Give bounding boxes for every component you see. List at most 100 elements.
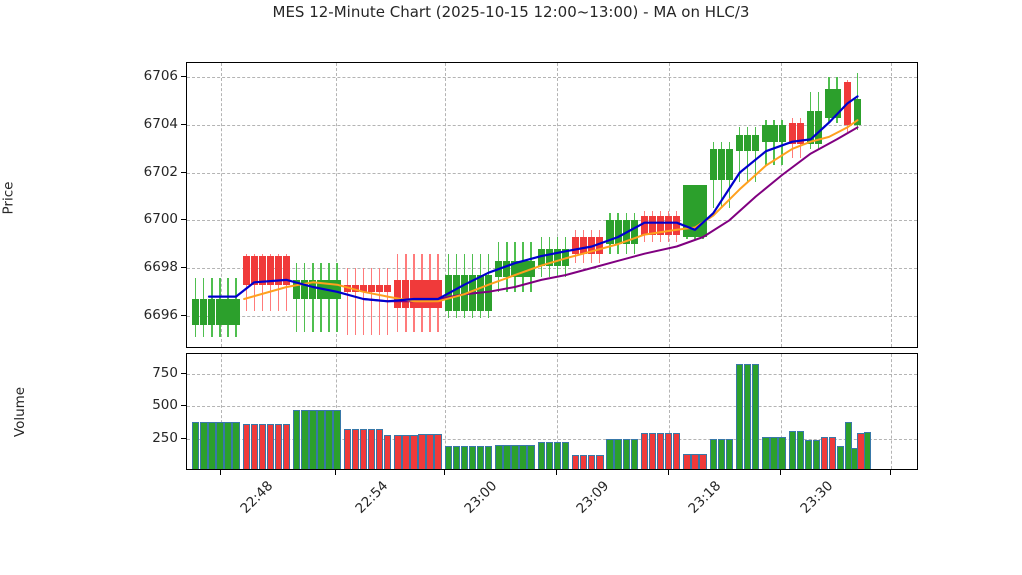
volume-bar-up	[606, 438, 614, 469]
volume-bar-up	[561, 441, 570, 469]
candlestick-bearish	[640, 63, 649, 347]
volume-bar-up	[476, 445, 485, 469]
volume-bar-down	[359, 428, 368, 469]
candle-body	[282, 256, 291, 285]
candle-body	[853, 98, 862, 125]
candle-body	[833, 89, 841, 118]
volume-bar-down	[375, 428, 384, 469]
candle-body	[503, 260, 511, 278]
price-gridline	[187, 220, 917, 222]
candlestick-bullish	[519, 63, 527, 347]
candlestick-bullish	[736, 63, 744, 347]
candlestick-bullish	[553, 63, 561, 347]
candle-body	[588, 236, 596, 254]
volume-chart-panel	[186, 353, 918, 470]
price-time-gridline	[891, 63, 893, 347]
candlestick-bullish	[216, 63, 224, 347]
candle-body	[293, 279, 301, 299]
volume-tick-mark	[181, 437, 186, 439]
volume-bar-up	[200, 422, 208, 469]
candlestick-bullish	[752, 63, 760, 347]
candle-body	[762, 124, 770, 142]
volume-bar-up	[232, 422, 240, 469]
candle-body	[232, 298, 240, 326]
volume-bar-down	[394, 434, 402, 469]
volume-bar-up	[622, 438, 630, 469]
volume-bar-down	[691, 454, 699, 469]
candle-body	[580, 236, 588, 254]
volume-bar-down	[242, 424, 250, 469]
candle-body	[375, 284, 384, 292]
candlestick-bullish	[333, 63, 341, 347]
candlestick-bearish	[367, 63, 376, 347]
volume-bar-up	[484, 445, 493, 469]
candle-body	[699, 184, 707, 237]
candlestick-bullish	[770, 63, 778, 347]
candlestick-bearish	[402, 63, 410, 347]
time-tick-mark	[668, 470, 670, 475]
volume-gridline	[187, 406, 917, 407]
volume-bar-up	[537, 441, 545, 469]
candle-wick	[362, 267, 365, 335]
candle-body	[545, 248, 553, 266]
candle-body	[258, 256, 266, 285]
candle-body	[274, 256, 283, 285]
candlestick-bearish	[242, 63, 250, 347]
volume-plot-area	[187, 354, 917, 469]
time-tick-mark	[780, 470, 782, 475]
candle-body	[825, 89, 833, 118]
volume-bar-up	[812, 440, 821, 469]
volume-bar-up	[468, 445, 477, 469]
volume-bar-up	[317, 409, 325, 469]
volume-bar-down	[571, 455, 580, 469]
volume-bar-up	[614, 438, 622, 469]
volume-bar-up	[309, 409, 317, 469]
volume-bar-up	[553, 441, 562, 469]
volume-bar-down	[426, 433, 434, 469]
candlestick-bullish	[778, 63, 786, 347]
volume-bar-up	[788, 430, 797, 469]
time-tick-label: 23:18	[685, 478, 725, 517]
volume-bar-up	[452, 445, 461, 469]
candle-body	[561, 248, 570, 266]
price-time-gridline	[781, 63, 783, 347]
candle-body	[717, 148, 725, 180]
candle-wick	[755, 127, 757, 183]
volume-bar-up	[778, 436, 786, 469]
volume-bar-up	[216, 422, 224, 469]
price-tick-mark	[181, 123, 186, 125]
time-tick-mark	[220, 470, 222, 475]
volume-bar-down	[664, 433, 673, 469]
price-time-gridline	[221, 63, 223, 347]
candlestick-bullish	[200, 63, 208, 347]
time-tick-label: 23:30	[797, 478, 837, 517]
volume-bar-down	[258, 424, 267, 469]
candlestick-bearish	[351, 63, 359, 347]
candle-body	[418, 279, 426, 309]
candlestick-bearish	[266, 63, 275, 347]
price-time-gridline	[669, 63, 671, 347]
price-tick-label: 6698	[143, 258, 178, 275]
volume-bar-down	[673, 433, 681, 469]
price-time-gridline	[557, 63, 559, 347]
volume-bar-down	[580, 455, 588, 469]
candlestick-bearish	[394, 63, 402, 347]
volume-time-gridline	[221, 354, 223, 469]
candle-body	[200, 298, 208, 326]
volume-bar-up	[762, 436, 770, 469]
volume-time-gridline	[557, 354, 559, 469]
ma-fast-line	[207, 95, 859, 303]
price-axis-tick-labels: 6696 6698 6700 6702 6704 6706	[104, 62, 178, 348]
time-tick-label: 23:00	[461, 478, 501, 517]
price-tick-mark	[181, 266, 186, 268]
candlestick-bullish	[606, 63, 614, 347]
price-chart-panel	[186, 62, 918, 348]
volume-bar-up	[460, 445, 469, 469]
candlestick-bullish	[232, 63, 240, 347]
candle-body	[301, 279, 309, 299]
candle-wick	[781, 120, 783, 166]
time-tick-label: 22:48	[237, 478, 277, 517]
candlestick-bearish	[426, 63, 434, 347]
price-tick-mark	[181, 219, 186, 221]
candlestick-bearish	[434, 63, 442, 347]
